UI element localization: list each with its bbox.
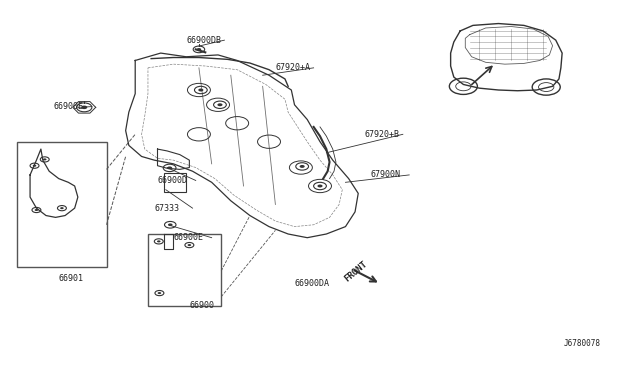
Text: 67900N: 67900N [371,170,401,179]
Bar [17,142,106,267]
Circle shape [167,166,172,169]
Circle shape [33,165,36,167]
Circle shape [60,207,64,209]
Circle shape [198,89,204,92]
Circle shape [300,165,305,168]
Circle shape [196,48,201,51]
Text: FRONT: FRONT [342,260,369,284]
Circle shape [157,292,161,294]
Circle shape [35,209,38,211]
Text: 66900E: 66900E [173,233,204,242]
Text: 66900D: 66900D [157,176,188,185]
Circle shape [81,106,87,109]
Text: 66901: 66901 [59,274,84,283]
Text: J6780078: J6780078 [563,340,600,349]
Circle shape [218,103,223,106]
Circle shape [188,244,191,246]
Text: 66900DA: 66900DA [294,279,330,288]
Text: 66900E: 66900E [54,102,84,111]
Text: 66900: 66900 [189,301,214,311]
Text: 67333: 67333 [154,203,179,213]
Bar [164,173,186,192]
Circle shape [157,240,161,243]
Circle shape [43,158,47,160]
Text: 67920+B: 67920+B [365,130,399,139]
Text: 67920+A: 67920+A [275,63,310,72]
Bar [148,234,221,306]
Text: 66900DB: 66900DB [186,36,221,45]
Circle shape [168,224,173,226]
Circle shape [317,185,323,187]
